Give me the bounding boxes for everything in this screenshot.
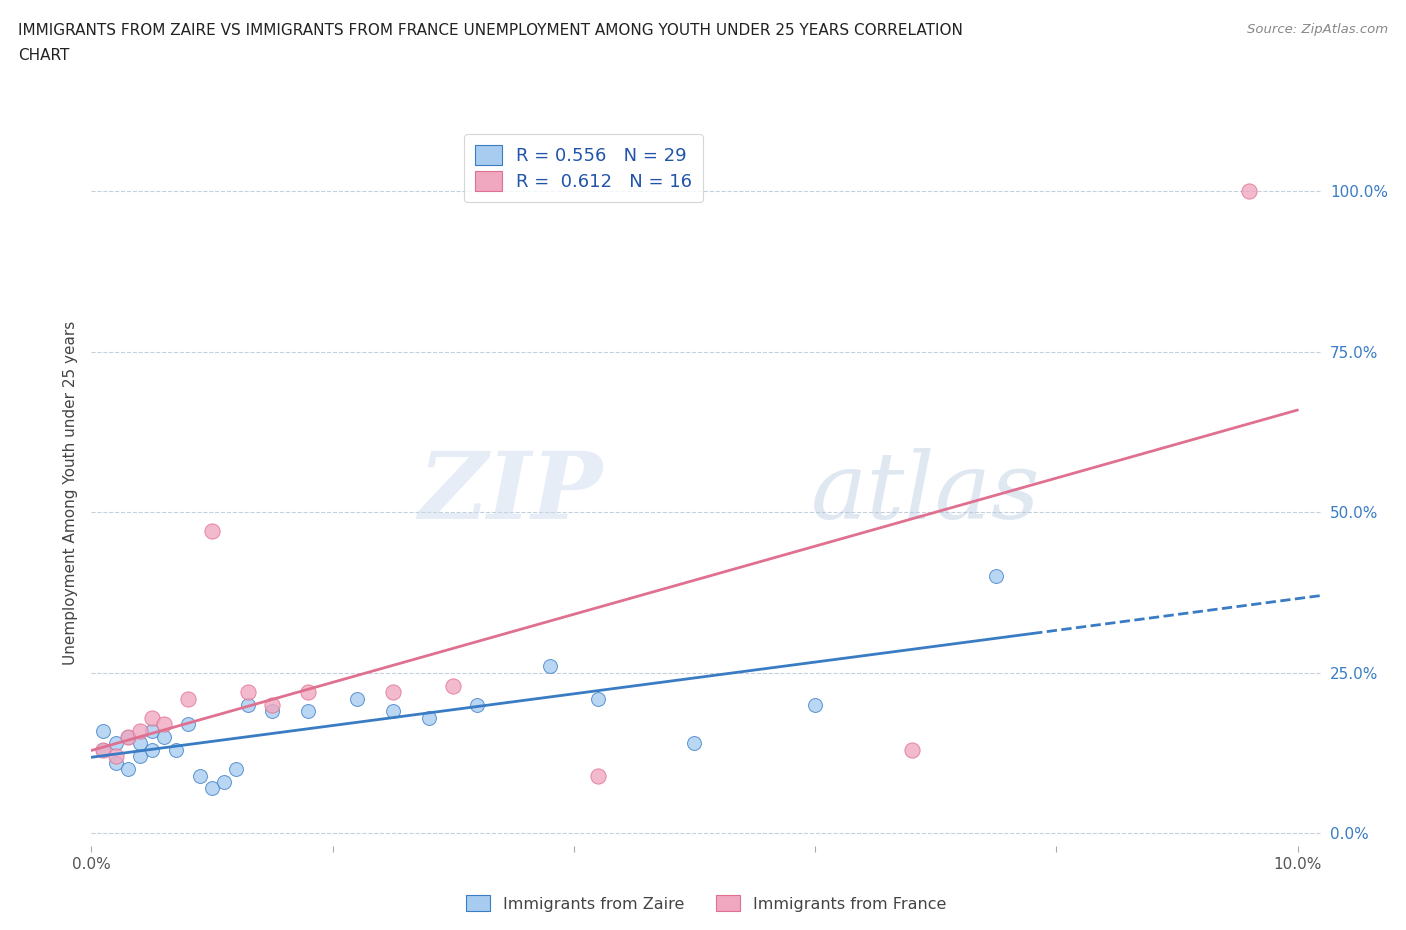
Y-axis label: Unemployment Among Youth under 25 years: Unemployment Among Youth under 25 years: [63, 321, 79, 665]
Point: [93, 742, 115, 757]
Point: [262, 704, 284, 719]
Legend: Immigrants from Zaire, Immigrants from France: Immigrants from Zaire, Immigrants from F…: [458, 887, 955, 920]
Point: [238, 698, 260, 712]
Point: [297, 704, 319, 719]
Point: [201, 781, 224, 796]
Point: [900, 742, 922, 757]
Point: [128, 724, 150, 738]
Point: [141, 724, 163, 738]
Point: [141, 742, 163, 757]
Text: Source: ZipAtlas.com: Source: ZipAtlas.com: [1247, 23, 1388, 36]
Point: [201, 524, 224, 538]
Text: ZIP: ZIP: [418, 448, 602, 538]
Point: [177, 691, 200, 706]
Point: [93, 742, 115, 757]
Point: [238, 684, 260, 699]
Point: [984, 569, 1007, 584]
Point: [141, 711, 163, 725]
Point: [104, 736, 127, 751]
Point: [93, 724, 115, 738]
Point: [381, 684, 404, 699]
Point: [418, 711, 440, 725]
Point: [225, 762, 247, 777]
Point: [152, 730, 174, 745]
Point: [117, 730, 139, 745]
Point: [188, 768, 211, 783]
Point: [104, 749, 127, 764]
Point: [104, 755, 127, 770]
Text: IMMIGRANTS FROM ZAIRE VS IMMIGRANTS FROM FRANCE UNEMPLOYMENT AMONG YOUTH UNDER 2: IMMIGRANTS FROM ZAIRE VS IMMIGRANTS FROM…: [18, 23, 963, 38]
Point: [152, 717, 174, 732]
Point: [381, 704, 404, 719]
Point: [117, 762, 139, 777]
Point: [128, 736, 150, 751]
Point: [165, 742, 187, 757]
Point: [586, 691, 609, 706]
Point: [117, 730, 139, 745]
Point: [297, 684, 319, 699]
Point: [1239, 183, 1261, 198]
Point: [212, 775, 235, 790]
Point: [538, 659, 561, 674]
Point: [128, 749, 150, 764]
Text: CHART: CHART: [18, 48, 70, 63]
Text: atlas: atlas: [811, 448, 1040, 538]
Point: [262, 698, 284, 712]
Point: [346, 691, 368, 706]
Point: [586, 768, 609, 783]
Point: [467, 698, 489, 712]
Point: [683, 736, 706, 751]
Point: [177, 717, 200, 732]
Point: [804, 698, 827, 712]
Point: [441, 678, 464, 693]
